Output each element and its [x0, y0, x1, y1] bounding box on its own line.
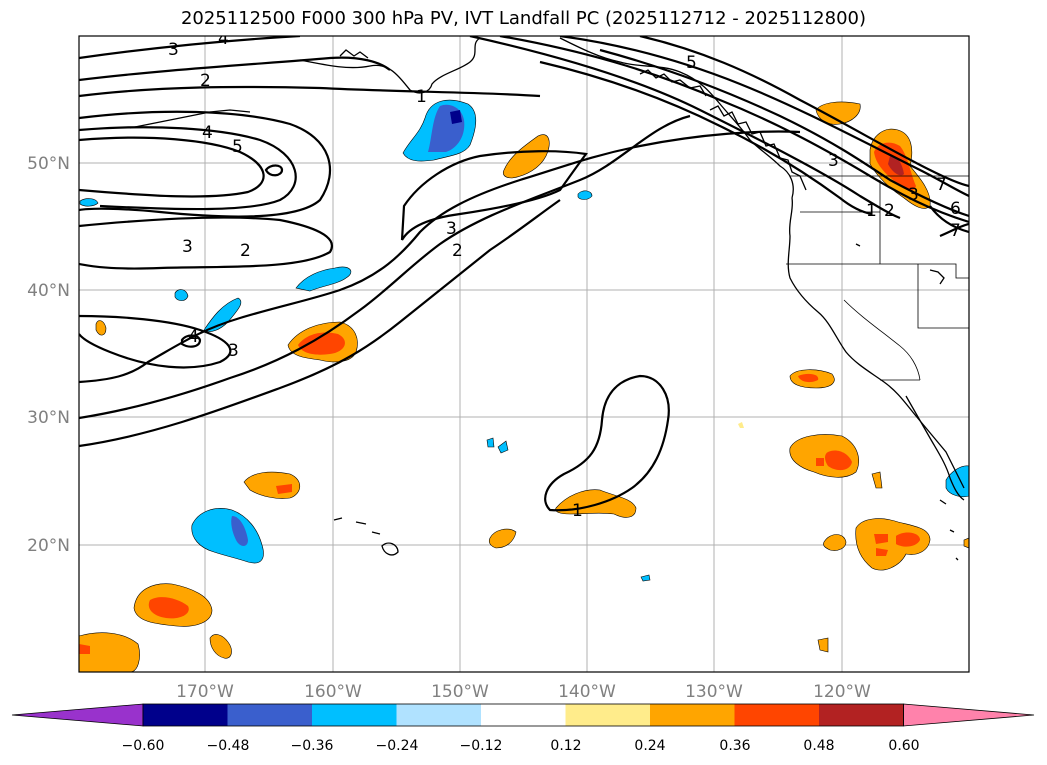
colorbar-frame: [142, 703, 904, 727]
contour-label: 3: [182, 237, 193, 257]
colorbar-segment: [650, 704, 735, 726]
plot-frame: [78, 35, 970, 673]
colorbar-tick-label: −0.36: [291, 738, 334, 754]
contour-label: 6: [950, 199, 961, 219]
plot-area: [79, 36, 969, 672]
lon-tick-label: 150°W: [431, 682, 489, 702]
contour-label: 3: [168, 40, 179, 60]
colorbar-tick-label: −0.48: [207, 738, 250, 754]
colorbar-tick-label: 0.12: [550, 738, 581, 754]
ivt-negative-region-south: [191, 508, 264, 564]
colorbar-segment: [734, 704, 820, 726]
contour-label: 3: [228, 341, 239, 361]
lon-tick-label: 130°W: [685, 682, 743, 702]
colorbar-tick-label: 0.48: [803, 738, 834, 754]
colorbar-segment: [819, 704, 904, 726]
contour-label: 3: [908, 185, 919, 205]
colorbar-segment: [396, 704, 482, 726]
colorbar-segment: [481, 704, 566, 726]
colorbar-tick-label: −0.12: [460, 738, 503, 754]
contour-label: 3: [828, 151, 839, 171]
ivt-negative-peak: [450, 110, 462, 124]
contour-label: 1: [416, 87, 427, 107]
contour-label: 7: [936, 175, 947, 195]
colorbar-extend-high: [903, 703, 1035, 727]
contour-label: 4: [202, 123, 213, 143]
contour-label: 3: [446, 219, 457, 239]
contour-label: 5: [232, 137, 243, 157]
contour-label: 4: [218, 29, 229, 49]
lon-tick-label: 120°W: [813, 682, 871, 702]
colorbar: [11, 703, 1035, 727]
colorbar-tick-label: 0.24: [634, 738, 665, 754]
colorbar-tick-label: 0.60: [888, 738, 919, 754]
contour-label: 1: [572, 501, 583, 521]
contour-label: 7: [950, 221, 961, 241]
colorbar-segment: [143, 704, 228, 726]
contour-label: 5: [686, 53, 697, 73]
pv-contours: [79, 36, 969, 512]
contour-label: 2: [240, 241, 251, 261]
colorbar-tick-label: 0.36: [719, 738, 750, 754]
lat-tick-label: 30°N: [27, 408, 70, 428]
contour-label: 2: [452, 241, 463, 261]
contour-label: 2: [200, 71, 211, 91]
coastlines: [129, 37, 965, 561]
colorbar-tick-label: −0.24: [376, 738, 419, 754]
colorbar-segment: [227, 704, 313, 726]
borders: [786, 175, 969, 381]
lat-tick-label: 50°N: [27, 154, 70, 174]
contour-label: 2: [884, 201, 895, 221]
colorbar-extend-low: [11, 703, 144, 727]
lat-axis: 50°N 40°N 30°N 20°N: [27, 154, 70, 556]
colorbar-segment: [312, 704, 397, 726]
lon-tick-label: 170°W: [176, 682, 234, 702]
colorbar-segment: [565, 704, 651, 726]
lon-tick-label: 160°W: [304, 682, 362, 702]
lat-tick-label: 20°N: [27, 536, 70, 556]
contour-labels: 3 4 2 4 5 3 2 3 3 4 1 3 2 1 5 3 7 2 6 7 …: [168, 29, 961, 521]
contour-label: 4: [188, 327, 199, 347]
lat-tick-label: 40°N: [27, 281, 70, 301]
map-title: 2025112500 F000 300 hPa PV, IVT Landfall…: [180, 8, 867, 29]
lon-tick-label: 140°W: [558, 682, 616, 702]
colorbar-ticks: −0.60 −0.48 −0.36 −0.24 −0.12 0.12 0.24 …: [122, 738, 920, 754]
colorbar-tick-label: −0.60: [122, 738, 165, 754]
contour-label: 1: [866, 201, 877, 221]
lon-axis: 170°W 160°W 150°W 140°W 130°W 120°W: [176, 682, 871, 702]
